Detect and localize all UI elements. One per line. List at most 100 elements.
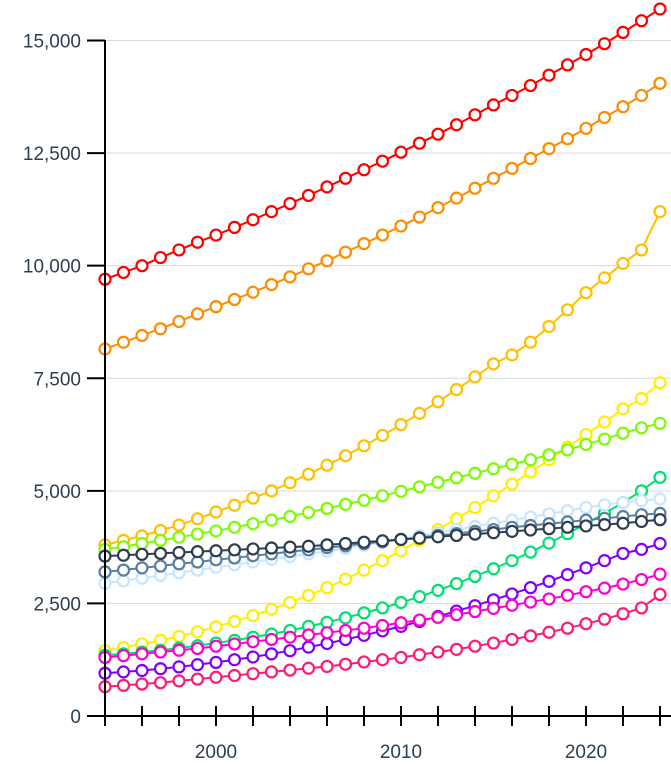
data-point bbox=[597, 432, 612, 446]
data-point bbox=[505, 524, 519, 538]
data-point bbox=[227, 498, 242, 512]
data-point bbox=[560, 443, 575, 457]
data-point bbox=[116, 649, 131, 663]
data-point bbox=[653, 376, 667, 390]
data-point bbox=[579, 519, 593, 533]
data-point bbox=[116, 563, 131, 577]
data-point bbox=[431, 610, 445, 624]
data-point bbox=[653, 567, 667, 581]
data-point bbox=[338, 611, 353, 625]
data-point bbox=[301, 628, 316, 642]
data-point bbox=[634, 542, 649, 556]
data-point bbox=[246, 650, 260, 664]
data-point bbox=[320, 636, 334, 651]
data-point bbox=[172, 643, 186, 657]
data-point bbox=[523, 595, 538, 609]
data-point bbox=[616, 25, 630, 40]
data-point bbox=[412, 480, 427, 494]
data-point bbox=[394, 544, 408, 558]
data-point bbox=[449, 608, 464, 622]
data-point bbox=[653, 416, 667, 430]
series-line bbox=[104, 422, 661, 551]
data-point bbox=[172, 530, 186, 544]
data-point bbox=[227, 543, 242, 557]
data-point bbox=[560, 520, 575, 534]
series-layer bbox=[98, 2, 667, 694]
data-point bbox=[320, 538, 334, 552]
data-point bbox=[172, 314, 186, 329]
data-point bbox=[264, 541, 279, 555]
grid-lines bbox=[105, 40, 671, 604]
data-point bbox=[505, 598, 519, 612]
data-point bbox=[579, 561, 593, 575]
data-point bbox=[560, 504, 575, 518]
y-tick-label: 7,500 bbox=[33, 369, 81, 390]
data-point bbox=[172, 674, 186, 688]
series-2 bbox=[98, 76, 667, 356]
data-point bbox=[486, 357, 501, 371]
data-point bbox=[135, 647, 149, 661]
data-point bbox=[172, 518, 186, 532]
data-point bbox=[486, 636, 501, 650]
data-point bbox=[542, 536, 556, 550]
data-point bbox=[153, 645, 168, 659]
data-point bbox=[579, 617, 593, 631]
data-point bbox=[542, 592, 556, 606]
data-point bbox=[375, 228, 390, 242]
data-point bbox=[338, 449, 353, 463]
data-point bbox=[190, 512, 205, 526]
data-point bbox=[560, 567, 575, 582]
data-point bbox=[357, 621, 371, 635]
data-point bbox=[468, 604, 482, 619]
data-point bbox=[320, 626, 334, 640]
data-point bbox=[153, 546, 168, 561]
data-point bbox=[449, 382, 464, 397]
data-point bbox=[523, 78, 538, 93]
data-point bbox=[468, 500, 482, 515]
data-point bbox=[505, 88, 519, 103]
data-point bbox=[597, 110, 612, 125]
x-tick-label: 2000 bbox=[195, 742, 237, 763]
data-point bbox=[283, 540, 297, 554]
series-12 bbox=[98, 587, 667, 694]
data-point bbox=[597, 271, 612, 285]
data-point bbox=[375, 618, 390, 633]
data-point bbox=[283, 509, 297, 524]
data-point bbox=[227, 520, 242, 534]
data-point bbox=[283, 630, 297, 644]
data-point bbox=[523, 581, 538, 595]
data-point bbox=[634, 601, 649, 615]
series-line bbox=[104, 573, 661, 659]
data-point bbox=[616, 256, 630, 271]
data-point bbox=[616, 402, 630, 416]
data-point bbox=[449, 512, 464, 526]
data-point bbox=[301, 262, 316, 276]
data-point bbox=[246, 285, 260, 299]
x-tick-label: 2020 bbox=[565, 742, 607, 763]
data-point bbox=[468, 370, 482, 384]
data-point bbox=[301, 188, 316, 203]
data-point bbox=[283, 644, 297, 658]
data-point bbox=[209, 655, 223, 670]
data-point bbox=[597, 37, 612, 51]
data-point bbox=[264, 602, 279, 616]
data-point bbox=[301, 505, 316, 520]
data-point bbox=[338, 245, 353, 259]
data-point bbox=[449, 577, 464, 591]
data-point bbox=[338, 171, 353, 185]
data-point bbox=[246, 517, 260, 531]
data-point bbox=[246, 213, 260, 227]
data-point bbox=[579, 47, 593, 62]
data-point bbox=[190, 527, 205, 541]
data-point bbox=[264, 665, 279, 679]
y-tick-label: 12,500 bbox=[23, 144, 81, 165]
data-point bbox=[209, 620, 223, 634]
y-tick-label: 5,000 bbox=[33, 482, 81, 503]
data-point bbox=[135, 328, 149, 343]
data-point bbox=[449, 528, 464, 543]
data-point bbox=[357, 606, 371, 620]
data-point bbox=[190, 658, 205, 672]
data-point bbox=[634, 494, 649, 508]
data-point bbox=[523, 629, 538, 643]
